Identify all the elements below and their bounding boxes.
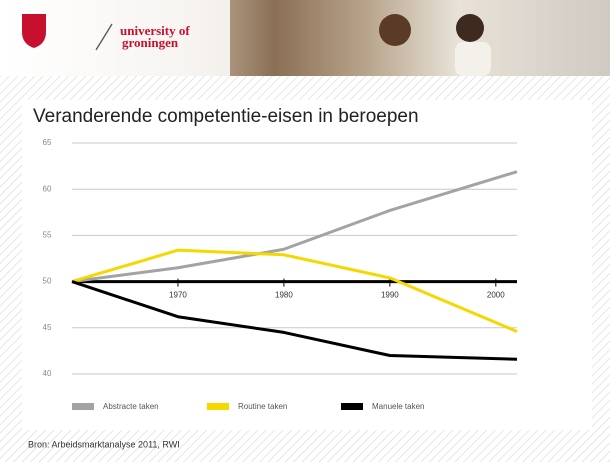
legend-swatch xyxy=(207,403,229,410)
y-tick-label: 65 xyxy=(43,138,52,147)
series-line xyxy=(71,248,518,333)
y-tick-label: 45 xyxy=(43,323,52,332)
legend-label: Manuele taken xyxy=(372,402,424,411)
legend-label: Routine taken xyxy=(238,402,287,411)
x-tick-label: 1980 xyxy=(275,291,293,300)
series-line xyxy=(71,170,518,284)
x-tick-label: 2000 xyxy=(487,291,505,300)
chart-title: Veranderende competentie-eisen in beroep… xyxy=(33,106,419,127)
series-line xyxy=(71,280,518,361)
source: Bron: Arbeidsmarktanalyse 2011, RWI xyxy=(28,439,180,449)
logo-slash xyxy=(95,23,113,51)
x-tick-label: 1990 xyxy=(381,291,399,300)
legend-swatch xyxy=(72,403,94,410)
content-area xyxy=(22,100,592,430)
photo-figure xyxy=(455,42,491,76)
y-tick-label: 50 xyxy=(43,277,52,286)
logo-shield xyxy=(22,14,46,48)
logo-text: university of xyxy=(120,23,190,38)
photo-figure xyxy=(379,14,411,46)
y-tick-label: 40 xyxy=(43,369,52,378)
y-tick-label: 60 xyxy=(43,184,52,193)
legend-swatch xyxy=(341,403,363,410)
x-tick-label: 1970 xyxy=(169,291,187,300)
legend-label: Abstracte taken xyxy=(103,402,159,411)
photo-figure xyxy=(456,14,484,42)
y-tick-label: 55 xyxy=(43,231,52,240)
logo-text: groningen xyxy=(122,35,179,50)
